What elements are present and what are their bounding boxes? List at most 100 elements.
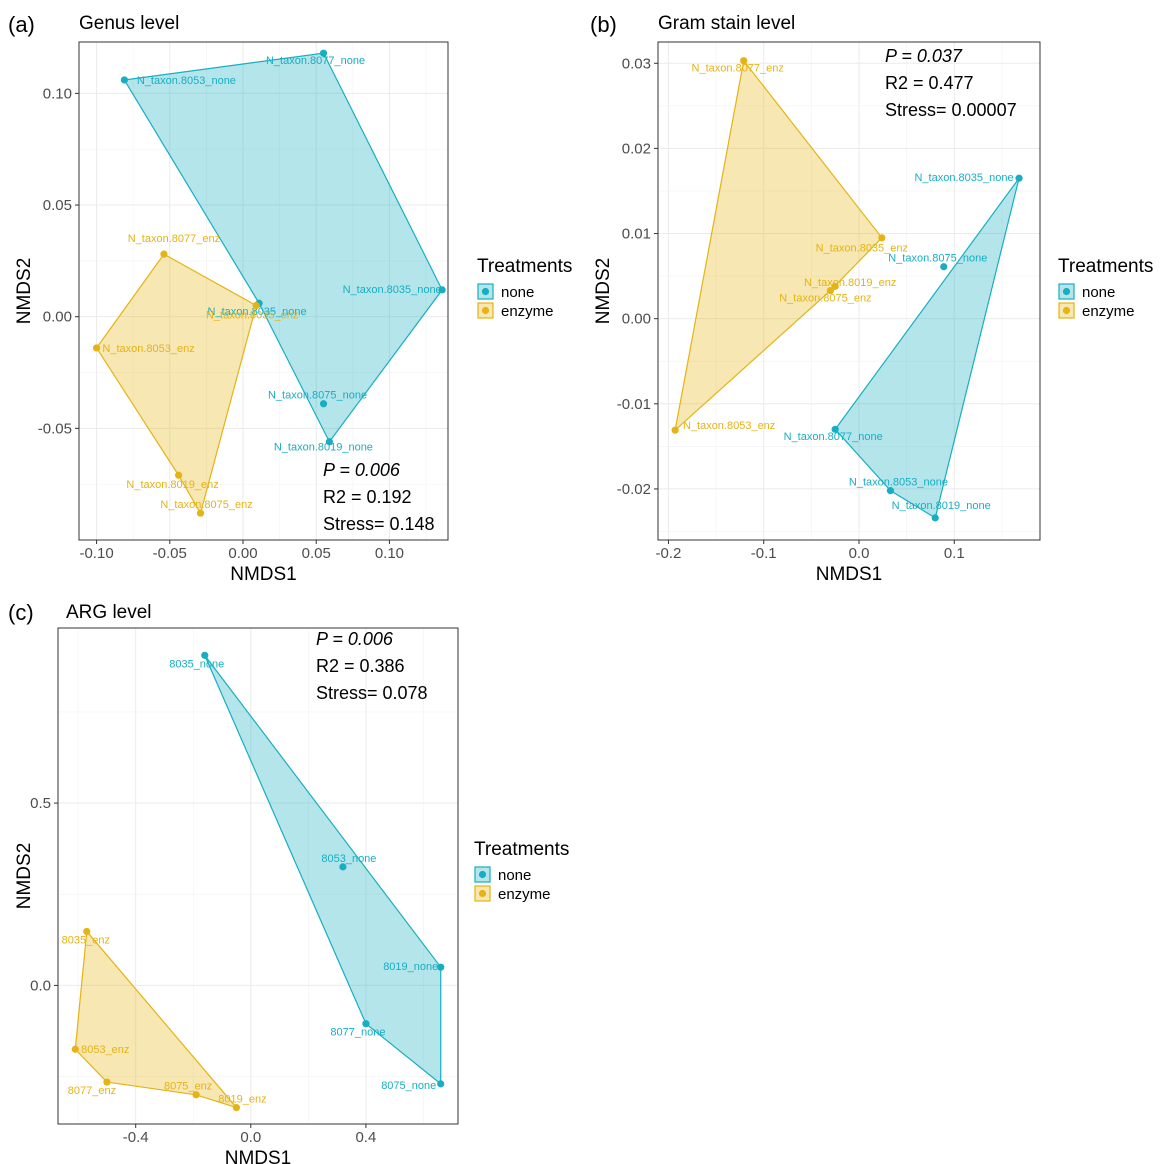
x-tick-label: 0.4 bbox=[355, 1129, 376, 1146]
plot-background bbox=[79, 42, 448, 540]
point-label: N_taxon.8035_none bbox=[343, 284, 442, 296]
y-tick-label: 0.0 bbox=[30, 977, 51, 994]
data-point bbox=[83, 927, 91, 936]
x-tick-label: -0.4 bbox=[123, 1129, 149, 1146]
data-point bbox=[940, 263, 948, 271]
point-label: N_taxon.8077_none bbox=[784, 431, 883, 443]
point-label: N_taxon.8035_none bbox=[914, 172, 1013, 184]
point-label: 8077_enz bbox=[68, 1085, 116, 1097]
legend-label-none: none bbox=[498, 867, 531, 884]
panel-a: N_taxon.8053_none N_taxon.8077_none N_taxo… bbox=[8, 12, 572, 585]
point-label: N_taxon.8053_none bbox=[137, 75, 236, 87]
y-axis-title: NMDS2 bbox=[593, 258, 614, 325]
panel-title: Genus level bbox=[79, 13, 179, 34]
stat-p-value: P = 0.006 bbox=[323, 460, 401, 480]
point-label: 8035_none bbox=[169, 658, 224, 670]
x-tick-label: -0.05 bbox=[153, 545, 187, 562]
data-point bbox=[160, 250, 168, 258]
data-point bbox=[886, 487, 895, 495]
x-tick-label: 0.0 bbox=[849, 545, 870, 562]
legend-dot-none bbox=[481, 287, 490, 296]
legend: Treatments none enzyme bbox=[477, 256, 572, 320]
point-label: 8053_none bbox=[321, 853, 376, 865]
point-label: N_taxon.8075_none bbox=[888, 253, 987, 265]
data-point bbox=[831, 425, 839, 433]
x-tick-label: -0.1 bbox=[751, 545, 777, 562]
data-point bbox=[319, 49, 328, 57]
y-tick-label: 0.02 bbox=[622, 140, 651, 157]
data-point bbox=[831, 282, 839, 290]
data-point bbox=[437, 1080, 445, 1088]
legend: Treatments none enzyme bbox=[474, 839, 569, 903]
point-label: N_taxon.8019_none bbox=[274, 442, 373, 454]
x-tick-label: 0.0 bbox=[240, 1129, 261, 1146]
data-point bbox=[120, 76, 128, 84]
data-point bbox=[201, 651, 209, 659]
data-point bbox=[103, 1078, 111, 1086]
data-point bbox=[232, 1103, 241, 1112]
y-tick-label: 0.00 bbox=[622, 311, 651, 328]
data-point bbox=[196, 509, 205, 517]
legend-title: Treatments bbox=[477, 256, 572, 277]
panel-title: Gram stain level bbox=[658, 13, 795, 34]
point-label: N_taxon.8019_enz bbox=[804, 277, 896, 289]
x-tick-label: 0.00 bbox=[228, 545, 257, 562]
x-axis-title: NMDS1 bbox=[816, 564, 883, 585]
data-point bbox=[671, 426, 679, 434]
data-point bbox=[878, 234, 886, 242]
data-point bbox=[826, 286, 835, 295]
hull-enzyme bbox=[95, 253, 257, 515]
x-tick-label: -0.10 bbox=[79, 545, 113, 562]
x-tick-label: 0.1 bbox=[944, 545, 965, 562]
x-tick-label: 0.10 bbox=[375, 545, 404, 562]
legend-dot-none bbox=[1062, 287, 1071, 296]
x-axis-title: NMDS1 bbox=[225, 1148, 292, 1164]
panel-title: ARG level bbox=[66, 602, 152, 623]
point-label: 8075_none bbox=[381, 1080, 436, 1092]
point-label: N_taxon.8077_enz bbox=[128, 233, 220, 245]
stat-r2: R2 = 0.192 bbox=[323, 487, 412, 507]
hull-none bbox=[123, 52, 443, 443]
legend-label-enzyme: enzyme bbox=[1082, 303, 1135, 320]
data-point bbox=[740, 57, 748, 65]
legend-label-none: none bbox=[1082, 284, 1115, 301]
point-label: N_taxon.8053_none bbox=[849, 477, 948, 489]
y-tick-label: 0.5 bbox=[30, 795, 51, 812]
legend-title: Treatments bbox=[1058, 256, 1153, 277]
plot-background bbox=[58, 628, 458, 1124]
y-tick-label: 0.03 bbox=[622, 55, 651, 72]
point-label: N_taxon.8077_enz bbox=[692, 63, 784, 75]
plot-frame bbox=[657, 41, 1041, 541]
legend-dot-enzyme bbox=[1062, 306, 1071, 315]
legend-label-enzyme: enzyme bbox=[501, 303, 554, 320]
legend-title: Treatments bbox=[474, 839, 569, 860]
data-point bbox=[192, 1091, 200, 1099]
point-label: N_taxon.8075_enz bbox=[160, 499, 252, 511]
data-point bbox=[437, 963, 445, 971]
plot-background bbox=[658, 42, 1040, 540]
hull-enzyme bbox=[74, 929, 239, 1109]
legend-dot-enzyme bbox=[481, 306, 490, 315]
data-point bbox=[362, 1020, 370, 1028]
plot-frame bbox=[78, 41, 449, 541]
y-tick-label: 0.01 bbox=[622, 226, 651, 243]
point-label: N_taxon.8019_none bbox=[892, 500, 991, 512]
point-label: N_taxon.8019_enz bbox=[126, 479, 218, 491]
panel-b: N_taxon.8035_none N_taxon.8075_none N_taxo… bbox=[590, 12, 1153, 585]
panel-letter: (c) bbox=[8, 600, 34, 625]
stat-r2: R2 = 0.477 bbox=[885, 73, 974, 93]
legend-label-enzyme: enzyme bbox=[498, 886, 551, 903]
data-point bbox=[174, 471, 183, 479]
stat-p-value: P = 0.037 bbox=[885, 46, 963, 66]
data-point bbox=[71, 1045, 79, 1053]
legend-dot-none bbox=[478, 870, 487, 879]
point-label: N_taxon.8075_enz bbox=[779, 292, 871, 304]
stat-r2: R2 = 0.386 bbox=[316, 656, 405, 676]
y-tick-label: 0.00 bbox=[43, 309, 72, 326]
y-tick-label: -0.01 bbox=[617, 396, 651, 413]
point-label: 8019_enz bbox=[218, 1093, 266, 1105]
data-point bbox=[319, 400, 328, 408]
data-point bbox=[92, 344, 101, 352]
legend-label-none: none bbox=[501, 284, 534, 301]
